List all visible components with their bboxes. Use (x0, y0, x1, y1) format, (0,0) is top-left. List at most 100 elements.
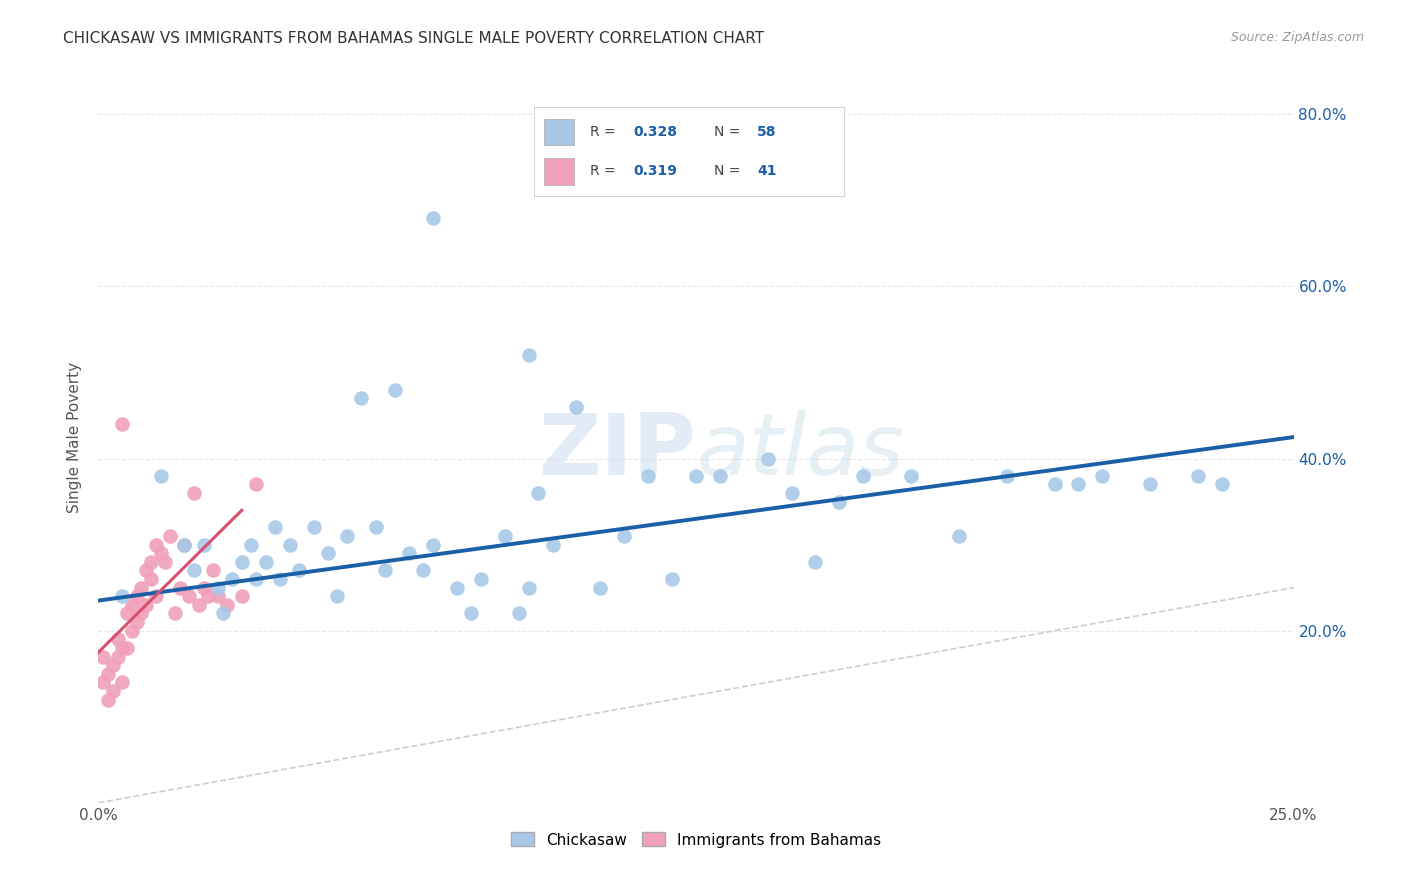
Point (661, 572, 683, 586)
Point (565, 400, 588, 414)
Point (155, 555, 177, 569)
FancyBboxPatch shape (544, 119, 575, 145)
Point (384, 383, 406, 397)
Text: 0.328: 0.328 (633, 125, 678, 139)
Point (221, 572, 243, 586)
Point (135, 564, 157, 578)
Point (494, 529, 516, 543)
Point (1187, 468, 1209, 483)
Point (269, 572, 291, 586)
Point (159, 529, 181, 543)
Point (446, 581, 468, 595)
Point (173, 538, 195, 552)
Point (193, 538, 215, 552)
Point (541, 538, 564, 552)
Point (169, 581, 191, 595)
Point (115, 640, 138, 655)
Text: ZIP: ZIP (538, 410, 696, 493)
Point (107, 649, 129, 664)
Text: 41: 41 (756, 164, 776, 178)
Point (326, 589, 349, 603)
Point (173, 538, 195, 552)
Point (202, 564, 225, 578)
Point (101, 658, 124, 673)
Point (1043, 477, 1066, 491)
Point (852, 468, 875, 483)
Point (460, 607, 482, 621)
Point (709, 468, 731, 483)
FancyBboxPatch shape (544, 158, 575, 185)
Point (422, 538, 444, 552)
Point (149, 546, 172, 560)
Point (135, 598, 157, 612)
Point (364, 520, 387, 534)
Point (139, 572, 162, 586)
Point (470, 572, 492, 586)
Point (125, 615, 148, 629)
Point (125, 589, 148, 603)
Point (101, 684, 124, 698)
Point (193, 581, 215, 595)
Point (422, 211, 444, 225)
Point (264, 520, 287, 534)
Point (412, 564, 434, 578)
Point (756, 451, 779, 466)
Text: R =: R = (591, 125, 620, 139)
Point (207, 581, 229, 595)
Y-axis label: Single Male Poverty: Single Male Poverty (67, 361, 83, 513)
Point (91, 675, 114, 690)
Point (139, 555, 162, 569)
Point (508, 607, 530, 621)
Text: CHICKASAW VS IMMIGRANTS FROM BAHAMAS SINGLE MALE POVERTY CORRELATION CHART: CHICKASAW VS IMMIGRANTS FROM BAHAMAS SIN… (63, 31, 765, 46)
Point (1091, 468, 1114, 483)
Text: atlas: atlas (696, 410, 904, 493)
Point (163, 607, 186, 621)
Point (336, 529, 359, 543)
Point (197, 589, 219, 603)
Text: N =: N = (714, 164, 744, 178)
Point (517, 348, 540, 362)
Point (828, 494, 851, 508)
Point (97, 692, 120, 706)
Point (111, 589, 134, 603)
Point (111, 640, 134, 655)
Point (207, 589, 229, 603)
Point (245, 477, 267, 491)
Point (231, 589, 253, 603)
Point (302, 520, 325, 534)
Point (183, 564, 205, 578)
Text: R =: R = (591, 164, 620, 178)
Point (183, 486, 205, 500)
Legend: Chickasaw, Immigrants from Bahamas: Chickasaw, Immigrants from Bahamas (505, 826, 887, 854)
Text: N =: N = (714, 125, 744, 139)
Point (91, 649, 114, 664)
Point (149, 468, 172, 483)
Point (245, 572, 267, 586)
Point (211, 607, 233, 621)
Point (613, 529, 636, 543)
Point (254, 555, 277, 569)
Point (350, 392, 373, 406)
Point (240, 538, 263, 552)
Point (804, 555, 827, 569)
Point (145, 538, 167, 552)
Point (121, 598, 143, 612)
Point (780, 486, 803, 500)
Point (121, 624, 143, 638)
Point (115, 607, 138, 621)
Text: 58: 58 (756, 125, 776, 139)
Point (145, 589, 167, 603)
Point (179, 589, 201, 603)
Point (131, 607, 153, 621)
Point (131, 581, 153, 595)
Point (589, 581, 612, 595)
Point (995, 468, 1018, 483)
Point (637, 468, 659, 483)
Point (685, 468, 707, 483)
Point (288, 564, 311, 578)
Text: Source: ZipAtlas.com: Source: ZipAtlas.com (1230, 31, 1364, 45)
Point (1139, 477, 1161, 491)
Point (97, 666, 120, 681)
Point (374, 564, 396, 578)
Point (231, 555, 253, 569)
